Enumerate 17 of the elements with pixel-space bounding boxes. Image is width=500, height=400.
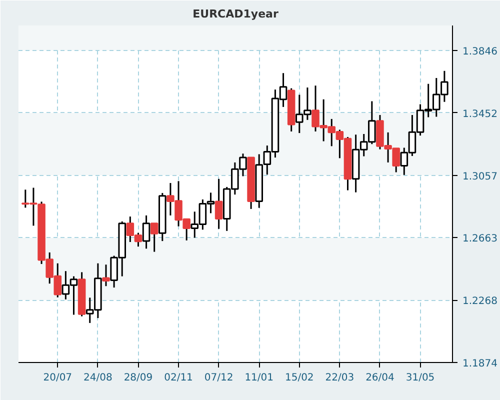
- x-tick-label: 26/04: [366, 372, 394, 384]
- x-tick-label: 24/08: [84, 372, 112, 384]
- chart-title: EURCAD1year: [192, 8, 279, 20]
- y-tick-label: 1.2663: [462, 234, 498, 245]
- y-tick-label: 1.3846: [462, 46, 498, 58]
- x-tick-label: 07/12: [204, 372, 234, 384]
- y-tick-label: 1.2268: [462, 296, 498, 308]
- x-tick-label: 11/01: [244, 372, 274, 384]
- x-tick-label: 15/02: [284, 372, 314, 384]
- x-tick-label: 28/09: [124, 372, 153, 384]
- y-tick-label: 1.3452: [462, 108, 498, 120]
- y-tick-label: 1.1874: [462, 358, 498, 370]
- x-tick-label: 31/05: [406, 372, 435, 384]
- y-tick-label: 1.3057: [462, 171, 498, 182]
- x-tick-label: 02/11: [164, 372, 193, 384]
- x-tick-label: 20/07: [43, 372, 72, 384]
- x-tick-label: 22/03: [325, 372, 354, 384]
